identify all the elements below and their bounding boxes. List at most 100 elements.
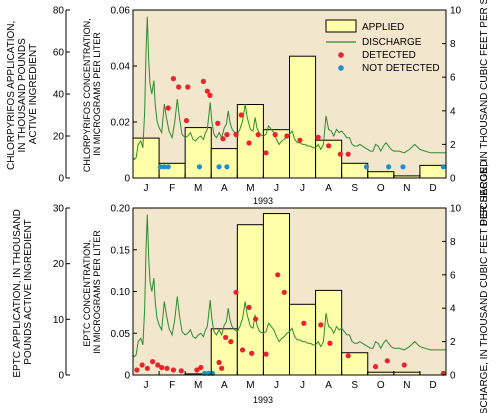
- application-tick-label: 80: [53, 6, 65, 17]
- detected-point: [155, 362, 161, 368]
- discharge-tick-label: 4: [450, 106, 456, 117]
- discharge-tick-label: 2: [450, 140, 456, 151]
- detected-point: [170, 76, 177, 82]
- detected-point: [144, 365, 150, 371]
- discharge-tick-label: 10: [450, 204, 462, 215]
- concentration-tick-label: 0.06: [111, 6, 131, 17]
- applied-bar: [289, 55, 317, 179]
- detected-point: [263, 351, 269, 357]
- detected-point: [284, 133, 290, 139]
- month-tick-label: D: [429, 183, 436, 194]
- not-detected-point: [224, 164, 230, 170]
- application-tick-label: 20: [53, 259, 65, 270]
- eptc-panel: 0 10 20 30 0 0.05 0.10 0.15 0.20 0 2 4 6 8 10 J F M A M J J A S…: [12, 160, 490, 413]
- detected-point: [318, 322, 324, 328]
- detected-point: [200, 78, 207, 84]
- not-detected-point: [165, 164, 171, 170]
- discharge-tick-label: 0: [450, 174, 456, 185]
- concentration-tick-label: 0.04: [111, 62, 131, 73]
- detected-point: [216, 359, 222, 366]
- concentration-tick-label: 0.20: [111, 204, 131, 215]
- discharge-tick-label: 8: [450, 237, 456, 248]
- axis-title-line: CHLORPYRIFOS APPLICATION,: [6, 21, 17, 170]
- not-detected-point: [440, 164, 446, 170]
- chart-legend: APPLIED DISCHARGE DETECTED NOT DETECTED: [325, 19, 440, 74]
- detected-point: [281, 289, 287, 295]
- detected-point: [249, 350, 255, 356]
- applied-bar: [132, 137, 160, 179]
- detected-point: [185, 84, 191, 90]
- chlorpyrifos-axis-ticks: 0 20 40 60 80 0 0.02 0.04 0.06 0 2 4 6 8 10 J F M A M J J A S O N…: [53, 6, 462, 195]
- month-tick-label: A: [221, 183, 228, 194]
- detected-point: [327, 340, 333, 346]
- discharge-series-line: [132, 214, 446, 358]
- axis-title-line: IN THOUSAND POUNDS: [17, 38, 28, 153]
- eptc-concentration-axis-title: EPTC CONCENTRATION, IN MICROGRAMS PER LI…: [82, 230, 102, 354]
- detected-point: [401, 362, 407, 368]
- bottom-discharge-axis-title: DISCHARGE, IN THOUSAND CUBIC FEET PER SE…: [479, 160, 490, 413]
- not-detected-point: [216, 164, 222, 170]
- detected-point: [178, 368, 184, 374]
- detected-point: [204, 88, 210, 94]
- month-tick-label: S: [351, 183, 358, 194]
- top-discharge-axis-title: DISCHARGE, IN THOUSAND CUBIC FEET PER SE…: [479, 0, 490, 226]
- detected-point: [326, 143, 332, 149]
- not-detected-point: [157, 164, 163, 170]
- detected-point: [255, 132, 261, 138]
- eptc-application-axis-title: EPTC APPLICATION, IN THOUSAND POUNDS ACT…: [12, 206, 34, 377]
- applied-bar: [341, 162, 369, 179]
- detected-point: [222, 334, 229, 341]
- concentration-tick-label: 0.05: [111, 329, 131, 340]
- legend-discharge-label: DISCHARGE: [362, 37, 422, 48]
- applied-bar: [315, 289, 343, 376]
- not-detected-point: [363, 164, 370, 170]
- detected-point: [164, 365, 170, 371]
- chlorpyrifos-discharge-line: [132, 16, 446, 161]
- not-detected-point: [400, 164, 406, 170]
- detected-point: [220, 136, 226, 142]
- discharge-tick-label: 10: [450, 6, 462, 17]
- axis-title-line: CHLORPYRIFOS CONCENTRATION,: [82, 18, 92, 172]
- eptc-sample-points: [134, 272, 446, 376]
- applied-bar: [184, 127, 212, 179]
- detected-point: [246, 140, 252, 146]
- month-tick-label: F: [169, 380, 175, 391]
- month-tick-label: J: [300, 380, 305, 391]
- detected-point: [384, 358, 390, 364]
- not-detected-point: [161, 164, 167, 170]
- bottom-year-label: 1993: [253, 395, 273, 405]
- detected-point: [139, 362, 145, 368]
- discharge-tick-label: 2: [450, 337, 456, 348]
- legend-not-detected-marker: [338, 65, 344, 71]
- month-tick-label: A: [221, 380, 228, 391]
- detected-point: [134, 367, 140, 373]
- axis-title-line: EPTC CONCENTRATION,: [82, 240, 92, 347]
- month-tick-label: J: [300, 183, 305, 194]
- legend-detected-marker: [338, 52, 344, 58]
- detected-point: [272, 132, 278, 138]
- legend-detected-label: DETECTED: [362, 50, 416, 61]
- detected-point: [297, 137, 303, 143]
- detected-point: [194, 367, 200, 373]
- month-tick-label: M: [246, 380, 254, 391]
- discharge-tick-label: 6: [450, 270, 456, 281]
- detected-point: [219, 365, 225, 371]
- concentration-tick-label: 0.10: [111, 287, 131, 298]
- discharge-tick-label: 8: [450, 39, 456, 50]
- chlorpyrifos-panel: 0 20 40 60 80 0 0.02 0.04 0.06 0 2 4 6 8 10 J F M A M J J A S O N…: [6, 0, 490, 226]
- applied-bar: [341, 352, 369, 376]
- detected-point: [159, 364, 165, 371]
- application-tick-label: 0: [58, 371, 64, 382]
- application-tick-label: 10: [53, 315, 65, 326]
- detected-point: [252, 316, 259, 322]
- application-tick-label: 40: [53, 90, 65, 101]
- application-tick-label: 60: [53, 48, 65, 59]
- detected-point: [345, 353, 351, 359]
- month-tick-label: N: [403, 380, 410, 391]
- month-tick-label: N: [403, 183, 410, 194]
- not-detected-point: [386, 164, 392, 170]
- discharge-tick-label: 4: [450, 304, 456, 315]
- detected-point: [345, 151, 351, 157]
- month-tick-label: F: [169, 183, 175, 194]
